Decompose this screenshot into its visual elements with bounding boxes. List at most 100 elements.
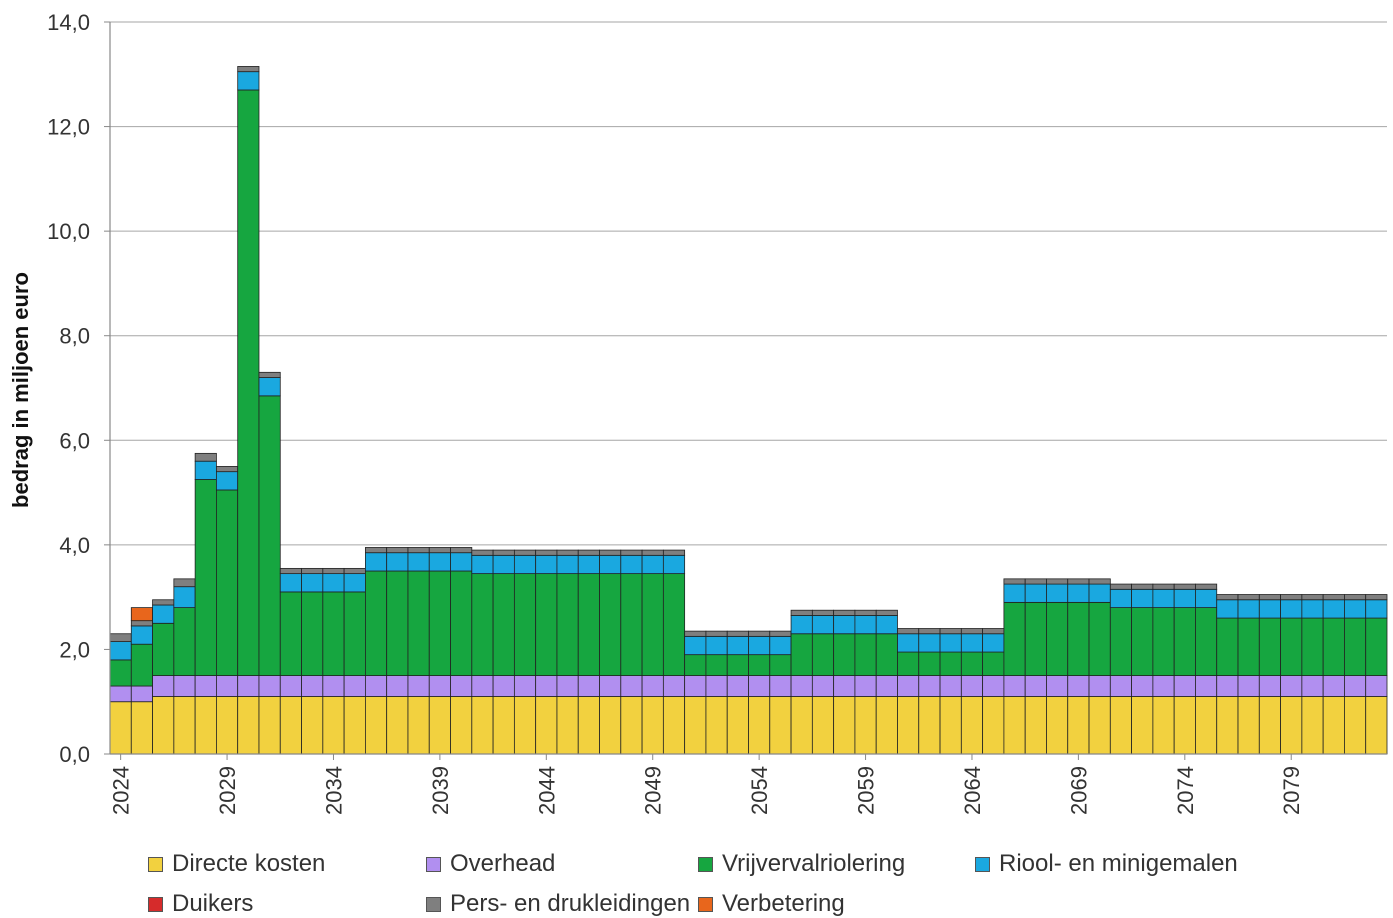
- bar-segment: [237, 696, 260, 755]
- bar-segment: [1344, 696, 1367, 755]
- bar-segment: [556, 554, 579, 575]
- legend-label: Vrijvervalriolering: [722, 850, 906, 877]
- bar-segment: [535, 549, 558, 556]
- legend-item: Riool- en minigemalen: [975, 850, 1238, 878]
- bar-segment: [258, 377, 281, 397]
- legend-swatch: [975, 856, 990, 872]
- bar-segment: [279, 567, 302, 575]
- bar-segment: [1258, 675, 1281, 697]
- x-tick-label: 2029: [215, 766, 240, 815]
- bar-segment: [1365, 594, 1388, 601]
- bar-segment: [194, 460, 217, 480]
- bar-segment: [620, 696, 643, 755]
- bar-segment: [343, 573, 366, 593]
- bar-segment: [1173, 696, 1196, 755]
- bar-segment: [705, 675, 728, 697]
- bar-segment: [152, 675, 175, 697]
- bar-segment: [1216, 617, 1239, 676]
- bar-segment: [1258, 617, 1281, 676]
- bar-segment: [599, 675, 622, 697]
- bar-segment: [918, 628, 941, 635]
- legend-label: Riool- en minigemalen: [999, 850, 1238, 877]
- bar-segment: [1280, 696, 1303, 755]
- bar-segment: [684, 630, 707, 637]
- bar-segment: [216, 696, 239, 755]
- bar-segment: [1109, 675, 1132, 697]
- bar-segment: [1131, 696, 1154, 755]
- x-tick-label: 2044: [534, 766, 559, 815]
- bar-segment: [152, 696, 175, 755]
- bar-segment: [1344, 617, 1367, 676]
- bar-segment: [960, 675, 984, 697]
- y-tick-label: 4,0: [59, 533, 90, 558]
- bar-segment: [620, 554, 643, 575]
- bar-segment: [1280, 675, 1303, 697]
- bar-segment: [811, 609, 835, 616]
- bar-segment: [428, 696, 451, 755]
- bar-segment: [492, 549, 515, 556]
- bar-segment: [492, 675, 515, 697]
- bar-segment: [1237, 675, 1260, 697]
- bar-segment: [1322, 617, 1345, 676]
- bar-segment: [407, 675, 430, 697]
- bar-segment: [194, 675, 217, 697]
- x-tick-label: 2024: [109, 766, 134, 815]
- bar-segment: [811, 696, 835, 755]
- bar-segment: [173, 607, 196, 676]
- bar-segment: [1280, 617, 1303, 676]
- bar-segment: [513, 675, 537, 697]
- y-tick-label: 0,0: [59, 742, 90, 767]
- bar-segment: [556, 675, 579, 697]
- bar-segment: [130, 701, 153, 755]
- gridlines: [110, 21, 1387, 650]
- bar-segment: [811, 633, 835, 676]
- bar-segment: [1067, 675, 1090, 697]
- y-tick-label: 14,0: [47, 10, 90, 35]
- bar-segment: [1195, 588, 1218, 608]
- bar-segment: [854, 609, 877, 616]
- bar-segment: [769, 635, 792, 656]
- bar-segment: [684, 675, 707, 697]
- bar-segment: [875, 633, 898, 676]
- bar-segment: [1109, 588, 1132, 608]
- bar-segment: [662, 549, 686, 556]
- legend-label: Verbetering: [722, 890, 845, 917]
- bar-segment: [662, 573, 686, 676]
- bar-segment: [1067, 696, 1090, 755]
- bar-segment: [194, 479, 217, 676]
- bar-segment: [1046, 601, 1069, 676]
- bar-segment: [1195, 696, 1218, 755]
- bar-segment: [599, 696, 622, 755]
- bar-segment: [237, 71, 260, 91]
- bar-segment: [748, 635, 771, 656]
- bar-segment: [1237, 696, 1260, 755]
- y-tick-label: 8,0: [59, 324, 90, 349]
- bar-segment: [1173, 607, 1196, 676]
- bar-segment: [279, 591, 302, 676]
- bar-segment: [301, 567, 324, 575]
- bar-segment: [216, 466, 239, 473]
- bar-segment: [152, 599, 175, 606]
- bar-segment: [322, 591, 345, 676]
- bar-segment: [194, 452, 217, 462]
- bar-segment: [1365, 696, 1388, 755]
- bar-segment: [1301, 594, 1324, 601]
- bar-segment: [1088, 675, 1111, 697]
- bar-segment: [875, 696, 898, 755]
- legend-swatch: [426, 856, 441, 872]
- bar-segment: [982, 651, 1005, 676]
- bar-segment: [939, 696, 962, 755]
- bar-segment: [556, 573, 579, 676]
- bar-segment: [960, 628, 984, 635]
- bar-segment: [1024, 675, 1047, 697]
- bar-segment: [790, 615, 813, 635]
- bar-segment: [854, 696, 877, 755]
- legend-label: Pers- en drukleidingen: [450, 890, 691, 917]
- bar-segment: [875, 615, 898, 635]
- bar-segment: [152, 622, 175, 676]
- bar-segment: [556, 696, 579, 755]
- bar-segment: [301, 675, 324, 697]
- bars: [109, 66, 1388, 755]
- bar-segment: [939, 628, 962, 635]
- bar-segment: [897, 675, 920, 697]
